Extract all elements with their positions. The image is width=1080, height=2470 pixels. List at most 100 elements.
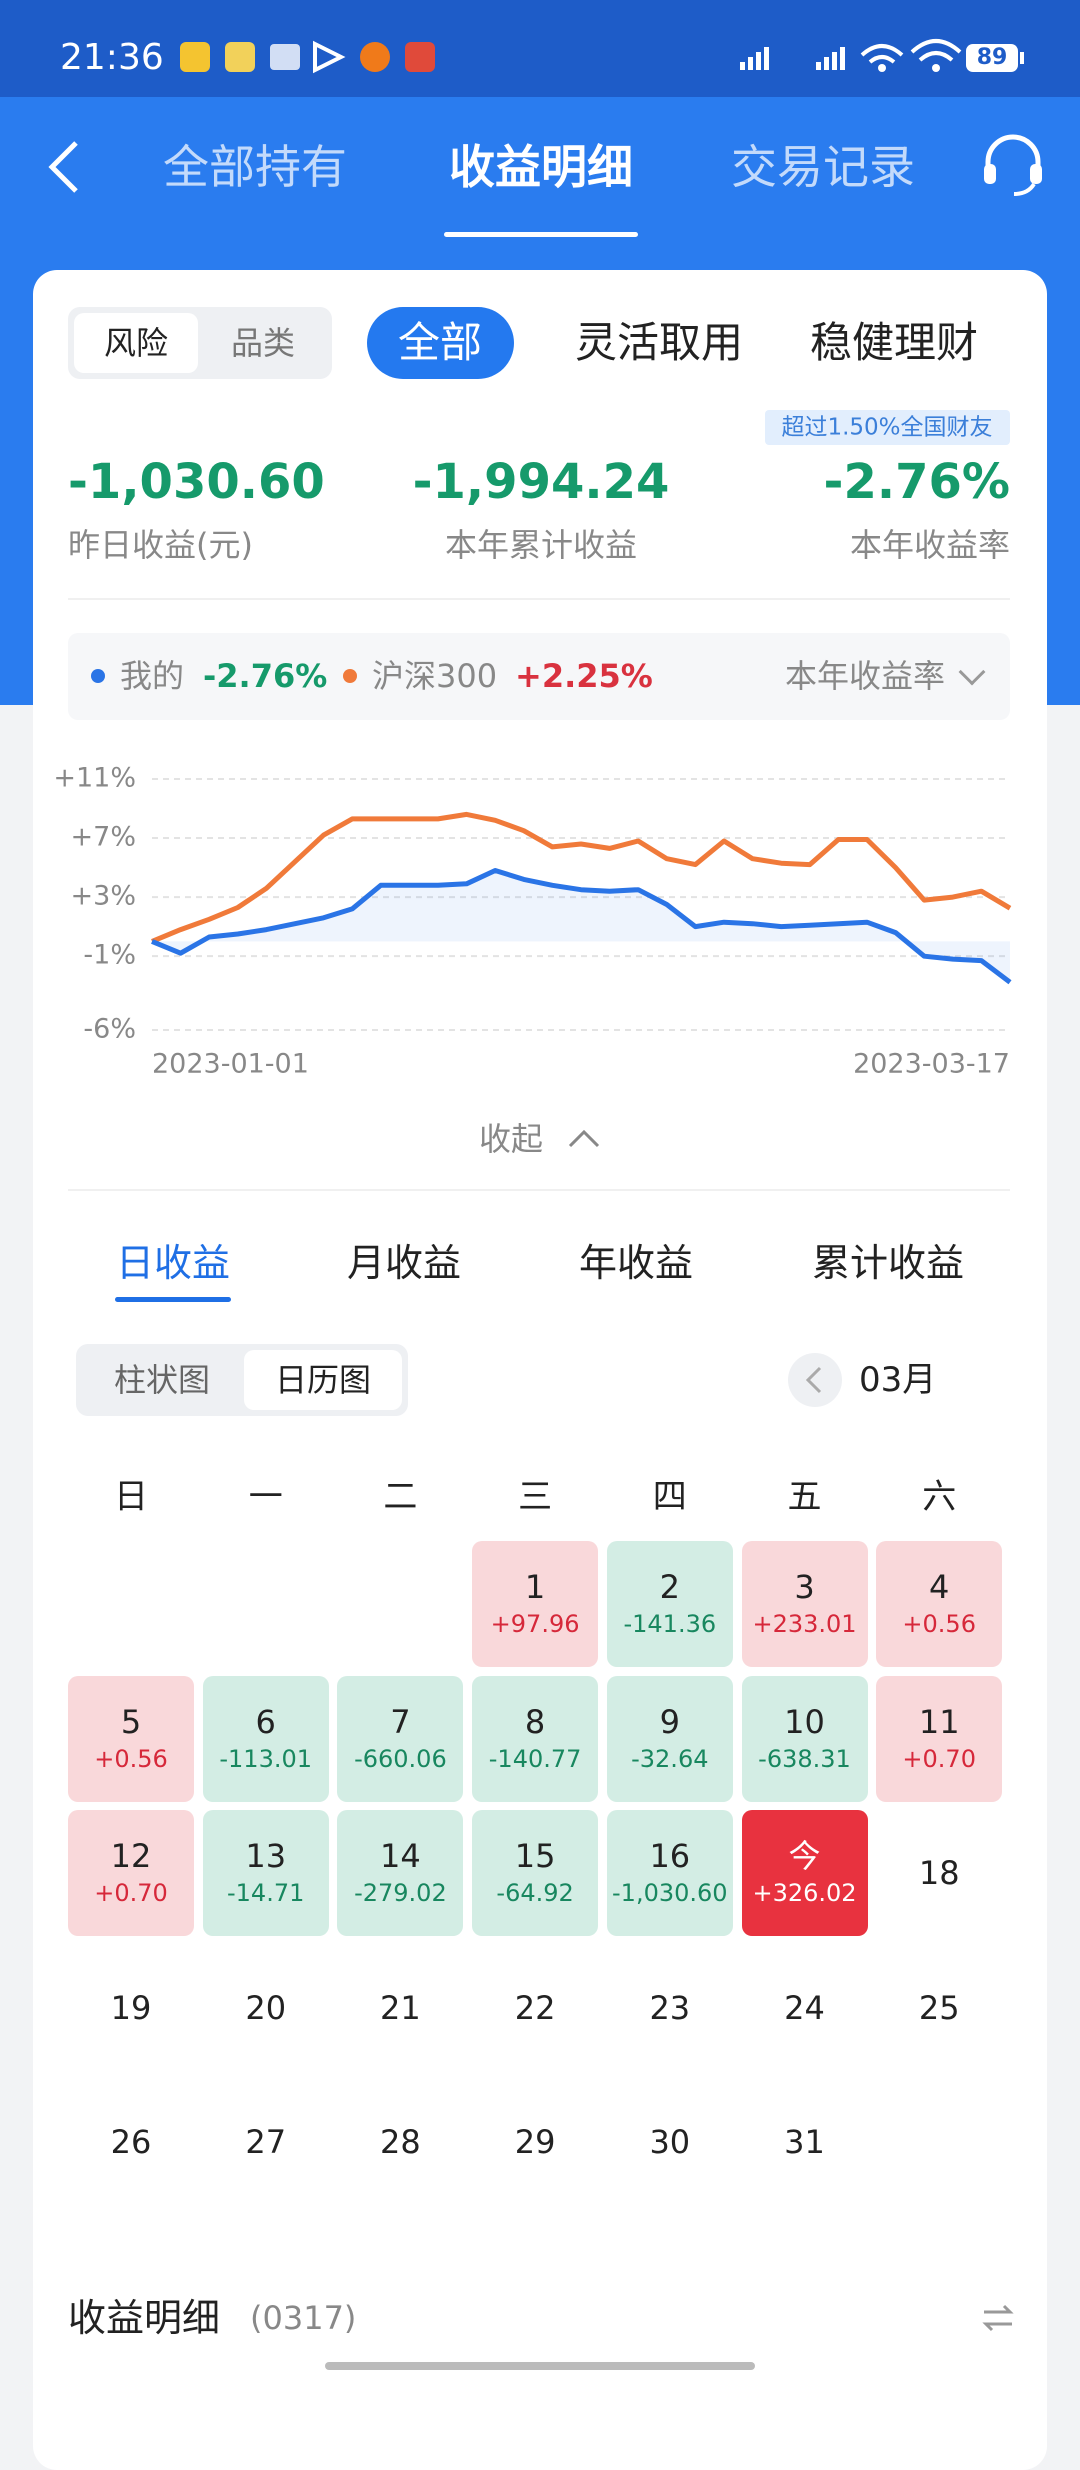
day-number[interactable]: 21: [380, 1988, 421, 2027]
nav-tab[interactable]: 收益明细: [449, 140, 633, 194]
period-tab[interactable]: 月收益: [346, 1241, 462, 1285]
day-value: -64.92: [496, 1879, 574, 1908]
period-tab[interactable]: 日收益: [115, 1241, 231, 1285]
day-cell[interactable]: [606, 1675, 733, 1802]
day-cell[interactable]: [472, 1541, 599, 1667]
y-tick-label: +7%: [71, 822, 136, 853]
day-number: 1: [524, 1568, 546, 1606]
day-number[interactable]: 24: [784, 1988, 825, 2027]
stat-label: 本年收益率: [849, 526, 1010, 564]
view-selected: [244, 1350, 402, 1410]
day-value: -140.77: [488, 1744, 582, 1773]
tab-underline: [444, 232, 638, 237]
day-number[interactable]: 28: [380, 2123, 421, 2162]
view-option[interactable]: 柱状图: [113, 1361, 211, 1399]
metric-select[interactable]: 本年收益率: [784, 657, 945, 695]
stat-value: -1,030.60: [68, 454, 325, 510]
day-cell[interactable]: [606, 1541, 733, 1667]
period-tab[interactable]: 年收益: [578, 1241, 694, 1285]
day-cell[interactable]: [472, 1675, 599, 1802]
back-button[interactable]: [40, 137, 90, 197]
month-label: 03月: [859, 1360, 937, 1400]
day-number[interactable]: 25: [918, 1988, 960, 2027]
legend-dot: [343, 669, 357, 683]
day-cell[interactable]: [741, 1541, 868, 1667]
day-number[interactable]: 30: [649, 2123, 691, 2162]
day-value: +0.56: [902, 1610, 976, 1638]
day-cell[interactable]: [741, 1810, 868, 1937]
day-value: -638.31: [758, 1744, 851, 1773]
sort-icon[interactable]: [980, 2300, 1016, 2336]
day-number: 今: [788, 1837, 821, 1876]
day-cell[interactable]: [68, 1810, 194, 1937]
stat-value: -2.76%: [823, 454, 1010, 510]
day-number: 9: [659, 1702, 680, 1741]
segment-option[interactable]: 风险: [103, 324, 169, 362]
segment-option[interactable]: 品类: [230, 324, 296, 362]
y-tick-label: -6%: [83, 1014, 136, 1045]
day-number[interactable]: 31: [784, 2123, 825, 2162]
day-number[interactable]: 18: [918, 1854, 960, 1893]
legend-value: +2.25%: [515, 657, 653, 695]
prev-month[interactable]: [788, 1353, 842, 1407]
day-cell[interactable]: [68, 1675, 194, 1802]
category-option[interactable]: 全部: [397, 318, 483, 367]
day-number: 2: [659, 1568, 680, 1606]
day-cell[interactable]: [472, 1810, 599, 1937]
collapse-caret: [568, 1129, 600, 1148]
day-cell[interactable]: [741, 1675, 868, 1802]
day-cell[interactable]: [202, 1675, 329, 1802]
day-value: +97.96: [490, 1610, 580, 1638]
y-tick-label: +11%: [53, 763, 136, 794]
collapse-button[interactable]: 收起: [478, 1120, 544, 1158]
day-cell[interactable]: [337, 1675, 464, 1802]
home-indicator: [325, 2362, 755, 2370]
weekday: 六: [922, 1477, 957, 1517]
category-option[interactable]: 灵活取用: [574, 318, 744, 367]
day-number: 6: [255, 1702, 276, 1741]
day-cell[interactable]: [606, 1810, 733, 1937]
day-value: -660.06: [354, 1744, 447, 1773]
day-cell[interactable]: [876, 1675, 1003, 1802]
stat-value: -1,994.24: [412, 454, 670, 510]
day-value: -141.36: [623, 1610, 717, 1638]
day-number: 7: [390, 1702, 411, 1741]
service-button[interactable]: [978, 130, 1048, 200]
day-number[interactable]: 20: [245, 1988, 287, 2027]
day-number[interactable]: 26: [110, 2123, 152, 2162]
stat-label: 昨日收益(元): [68, 526, 253, 564]
day-number[interactable]: 19: [110, 1988, 152, 2027]
weekday: 日: [114, 1477, 148, 1517]
period-tab[interactable]: 累计收益: [811, 1241, 965, 1285]
divider: [68, 1189, 1010, 1191]
day-cell[interactable]: [876, 1541, 1003, 1667]
day-number: 4: [929, 1568, 950, 1606]
nav-tab[interactable]: 交易记录: [731, 140, 915, 194]
day-value: -32.64: [631, 1744, 709, 1773]
nav-tab[interactable]: 全部持有: [163, 140, 347, 194]
legend-dot: [91, 669, 105, 683]
day-cell[interactable]: [337, 1810, 464, 1937]
day-value: +0.56: [94, 1744, 168, 1773]
day-number: 10: [784, 1702, 825, 1741]
view-option[interactable]: 日历图: [274, 1361, 372, 1399]
day-number[interactable]: 23: [649, 1988, 691, 2027]
day-number: 8: [524, 1702, 546, 1741]
period-underline: [115, 1297, 231, 1302]
day-value: -279.02: [354, 1879, 447, 1908]
x-tick-label: 2023-01-01: [152, 1049, 309, 1080]
day-number: 13: [245, 1837, 287, 1876]
day-number[interactable]: 27: [245, 2123, 287, 2162]
day-cell[interactable]: [202, 1810, 329, 1937]
battery-level: 89: [976, 45, 1008, 70]
stat-label: 本年累计收益: [444, 526, 638, 564]
weekday: 二: [383, 1477, 418, 1517]
day-value: +0.70: [902, 1744, 976, 1773]
category-pill: [367, 307, 514, 379]
day-number[interactable]: 22: [514, 1988, 556, 2027]
category-option[interactable]: 稳健理财: [810, 318, 979, 367]
day-value: -113.01: [219, 1744, 313, 1773]
day-number[interactable]: 29: [514, 2123, 556, 2162]
status-icons: [180, 39, 1024, 74]
